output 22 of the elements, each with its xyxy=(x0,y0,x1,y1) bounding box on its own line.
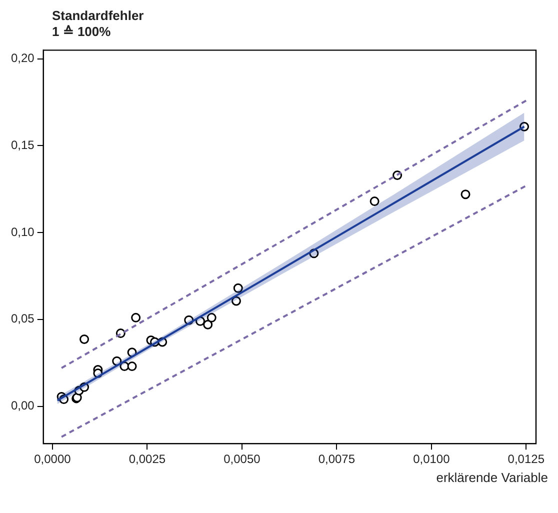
point xyxy=(231,296,241,306)
y-tick-label: 0,15 xyxy=(10,138,35,152)
point xyxy=(206,312,216,322)
x-axis-title: erklärende Variable xyxy=(435,470,549,485)
y-tick-label: 0,05 xyxy=(10,312,35,326)
x-tick-label: 0,0100 xyxy=(413,452,450,466)
point xyxy=(203,320,213,330)
point xyxy=(131,312,141,322)
point xyxy=(233,283,243,293)
y-axis-title: Standardfehler 1 ≙ 100% xyxy=(52,8,145,40)
point xyxy=(80,334,90,344)
x-tick-label: 0,0050 xyxy=(224,452,261,466)
y-tick-label: 0,10 xyxy=(10,224,35,239)
point xyxy=(370,196,380,206)
y-tick-label: 0,20 xyxy=(10,51,35,66)
x-tick-label: 0,0000 xyxy=(34,452,72,466)
point xyxy=(460,190,470,200)
point xyxy=(127,362,137,372)
x-tick-label: 0,0125 xyxy=(508,452,545,466)
y-tick-label: 0,00 xyxy=(10,398,35,413)
x-tick-label: 0,0075 xyxy=(318,452,356,466)
x-tick-label: 0,0025 xyxy=(128,452,166,466)
